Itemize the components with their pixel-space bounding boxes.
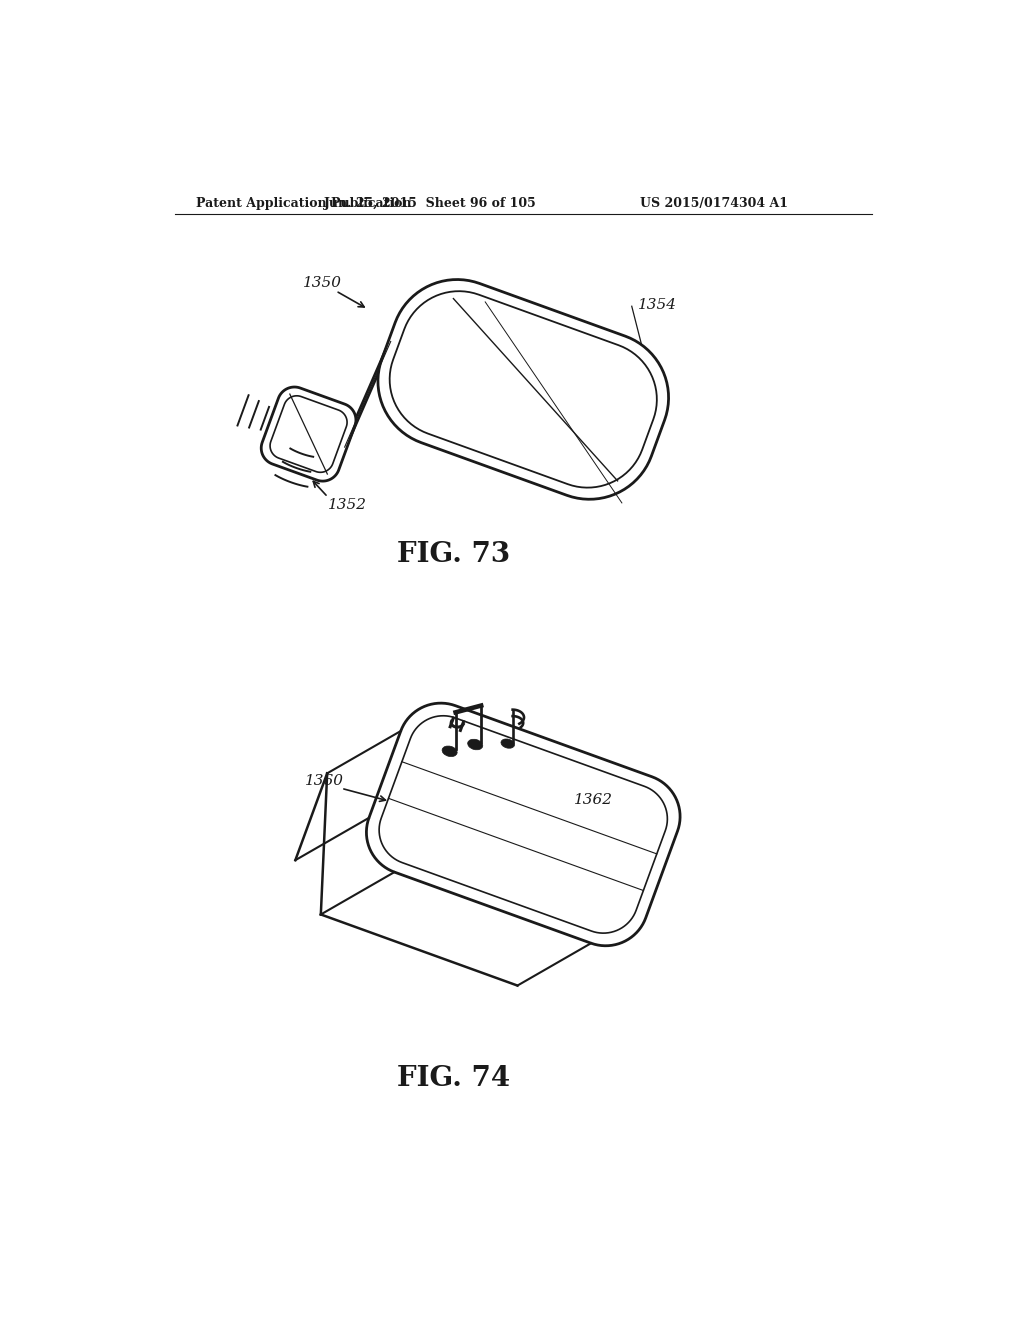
Text: FIG. 74: FIG. 74 — [397, 1065, 510, 1092]
Ellipse shape — [501, 739, 514, 748]
Text: Patent Application Publication: Patent Application Publication — [197, 197, 412, 210]
Text: 1354: 1354 — [638, 298, 677, 312]
Text: 1352: 1352 — [328, 498, 367, 512]
Text: FIG. 73: FIG. 73 — [397, 541, 510, 569]
Ellipse shape — [442, 746, 457, 756]
Ellipse shape — [468, 739, 482, 750]
Polygon shape — [378, 280, 669, 499]
Polygon shape — [321, 873, 591, 986]
Polygon shape — [367, 704, 680, 945]
Text: 1362: 1362 — [573, 793, 612, 807]
Polygon shape — [295, 731, 400, 861]
Polygon shape — [261, 387, 356, 480]
Polygon shape — [337, 319, 398, 469]
Text: Jun. 25, 2015  Sheet 96 of 105: Jun. 25, 2015 Sheet 96 of 105 — [324, 197, 537, 210]
Text: 1350: 1350 — [303, 276, 342, 290]
Text: US 2015/0174304 A1: US 2015/0174304 A1 — [640, 197, 787, 210]
Text: 1360: 1360 — [305, 774, 344, 788]
